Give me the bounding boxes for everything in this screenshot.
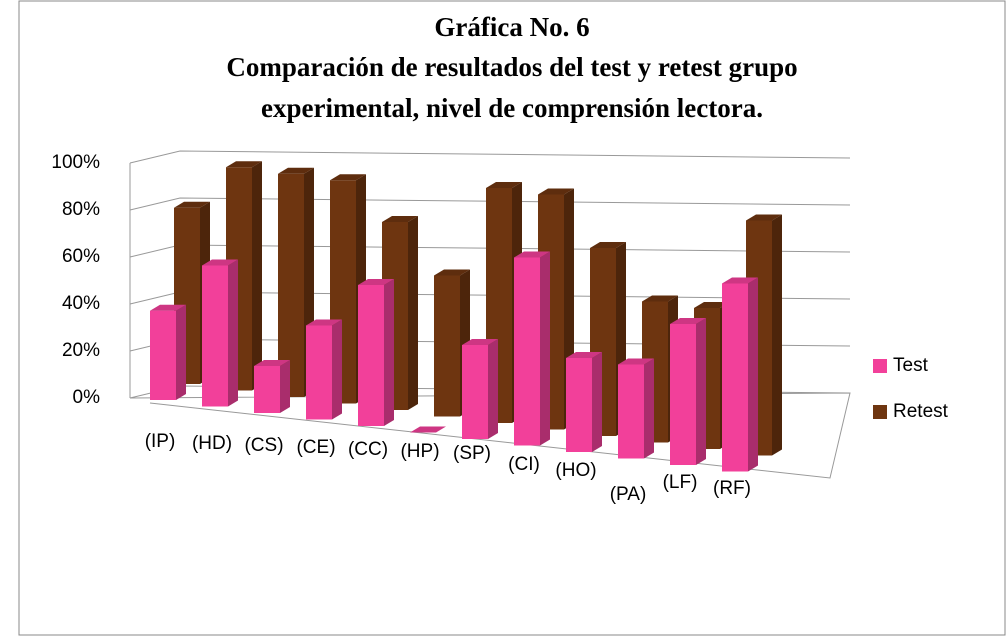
bar-face — [306, 325, 332, 420]
x-tick-label: (HP) — [400, 441, 439, 462]
bar-face — [228, 259, 238, 407]
bar — [722, 277, 758, 472]
x-tick-label: (PA) — [610, 484, 647, 505]
bar-face — [202, 265, 228, 407]
bar-face — [358, 285, 384, 426]
bar-face — [254, 360, 290, 366]
legend-label: Retest — [893, 401, 949, 422]
bar-face — [488, 339, 498, 439]
bar — [150, 304, 186, 400]
bar — [566, 352, 602, 452]
bar-face — [566, 352, 602, 358]
bar-face — [566, 358, 592, 452]
bar-face — [618, 358, 654, 365]
bar — [514, 251, 550, 446]
bar — [462, 339, 498, 439]
bar-face — [176, 304, 186, 400]
bar-face — [722, 277, 758, 284]
x-tick-label: (LF) — [663, 472, 698, 493]
bar-face — [280, 360, 290, 413]
chart-title: Gráfica No. 6 — [434, 12, 589, 42]
x-tick-label: (HD) — [192, 433, 232, 454]
bar-face — [722, 283, 748, 472]
bar-face — [514, 251, 550, 258]
x-tick-label: (IP) — [145, 431, 176, 452]
bar-face — [694, 302, 730, 308]
bar-face — [642, 295, 678, 302]
y-tick-label: 60% — [62, 246, 100, 267]
y-tick-label: 40% — [62, 293, 100, 314]
bar-face — [408, 216, 418, 410]
grid-line — [129, 150, 851, 164]
x-tick-label: (CC) — [348, 439, 388, 460]
bar — [202, 259, 238, 407]
bar-face — [462, 345, 488, 439]
bar-face — [278, 173, 304, 397]
bar-face — [618, 364, 644, 459]
bar — [306, 319, 342, 420]
bar-face — [332, 319, 342, 420]
bar-face — [434, 275, 460, 417]
bar-face — [462, 339, 498, 345]
x-tick-label: (CS) — [244, 435, 283, 456]
x-tick-label: (SP) — [453, 443, 491, 464]
x-tick-label: (CI) — [508, 454, 540, 475]
bar-face — [434, 269, 470, 276]
y-tick-label: 80% — [62, 199, 100, 220]
bar-face — [670, 324, 696, 465]
chart-title: Comparación de resultados del test y ret… — [226, 52, 797, 82]
chart-title: experimental, nivel de comprensión lecto… — [261, 93, 763, 123]
bar-face — [746, 214, 782, 221]
bar-face — [306, 319, 342, 326]
bar — [670, 318, 706, 465]
bar-face — [540, 251, 550, 446]
bar-face — [538, 188, 574, 195]
bar-face — [644, 358, 654, 459]
bar — [254, 360, 290, 413]
legend-label: Test — [893, 355, 929, 376]
bar — [358, 279, 394, 426]
bar-face — [514, 257, 540, 446]
y-tick-label: 0% — [73, 387, 101, 408]
bar-face — [278, 167, 314, 174]
y-tick-label: 100% — [51, 152, 100, 173]
bar-face — [202, 259, 238, 266]
bar-face — [358, 279, 394, 285]
bar-face — [590, 242, 626, 248]
bar-face — [748, 277, 758, 472]
x-tick-label: (CE) — [296, 437, 335, 458]
bar-face — [486, 182, 522, 188]
bar-face — [150, 304, 186, 311]
bar-face — [592, 352, 602, 452]
x-tick-label: (RF) — [713, 478, 751, 499]
bar-face — [410, 426, 446, 433]
bar-face — [384, 279, 394, 426]
bar — [618, 358, 654, 459]
x-tick-label: (HO) — [555, 460, 596, 481]
bar-face — [330, 174, 366, 181]
bar-face — [226, 161, 262, 168]
bar-face — [254, 366, 280, 413]
legend-swatch — [873, 405, 887, 419]
bar — [410, 426, 446, 433]
bar-face — [670, 318, 706, 324]
grid-line — [129, 197, 851, 211]
bar-face — [174, 201, 210, 208]
legend-swatch — [873, 359, 887, 373]
bar-face — [696, 318, 706, 465]
bar-face — [252, 161, 262, 391]
bar-face — [150, 310, 176, 400]
y-tick-label: 20% — [62, 340, 100, 361]
bar-face — [382, 216, 418, 222]
bar-face — [772, 214, 782, 456]
